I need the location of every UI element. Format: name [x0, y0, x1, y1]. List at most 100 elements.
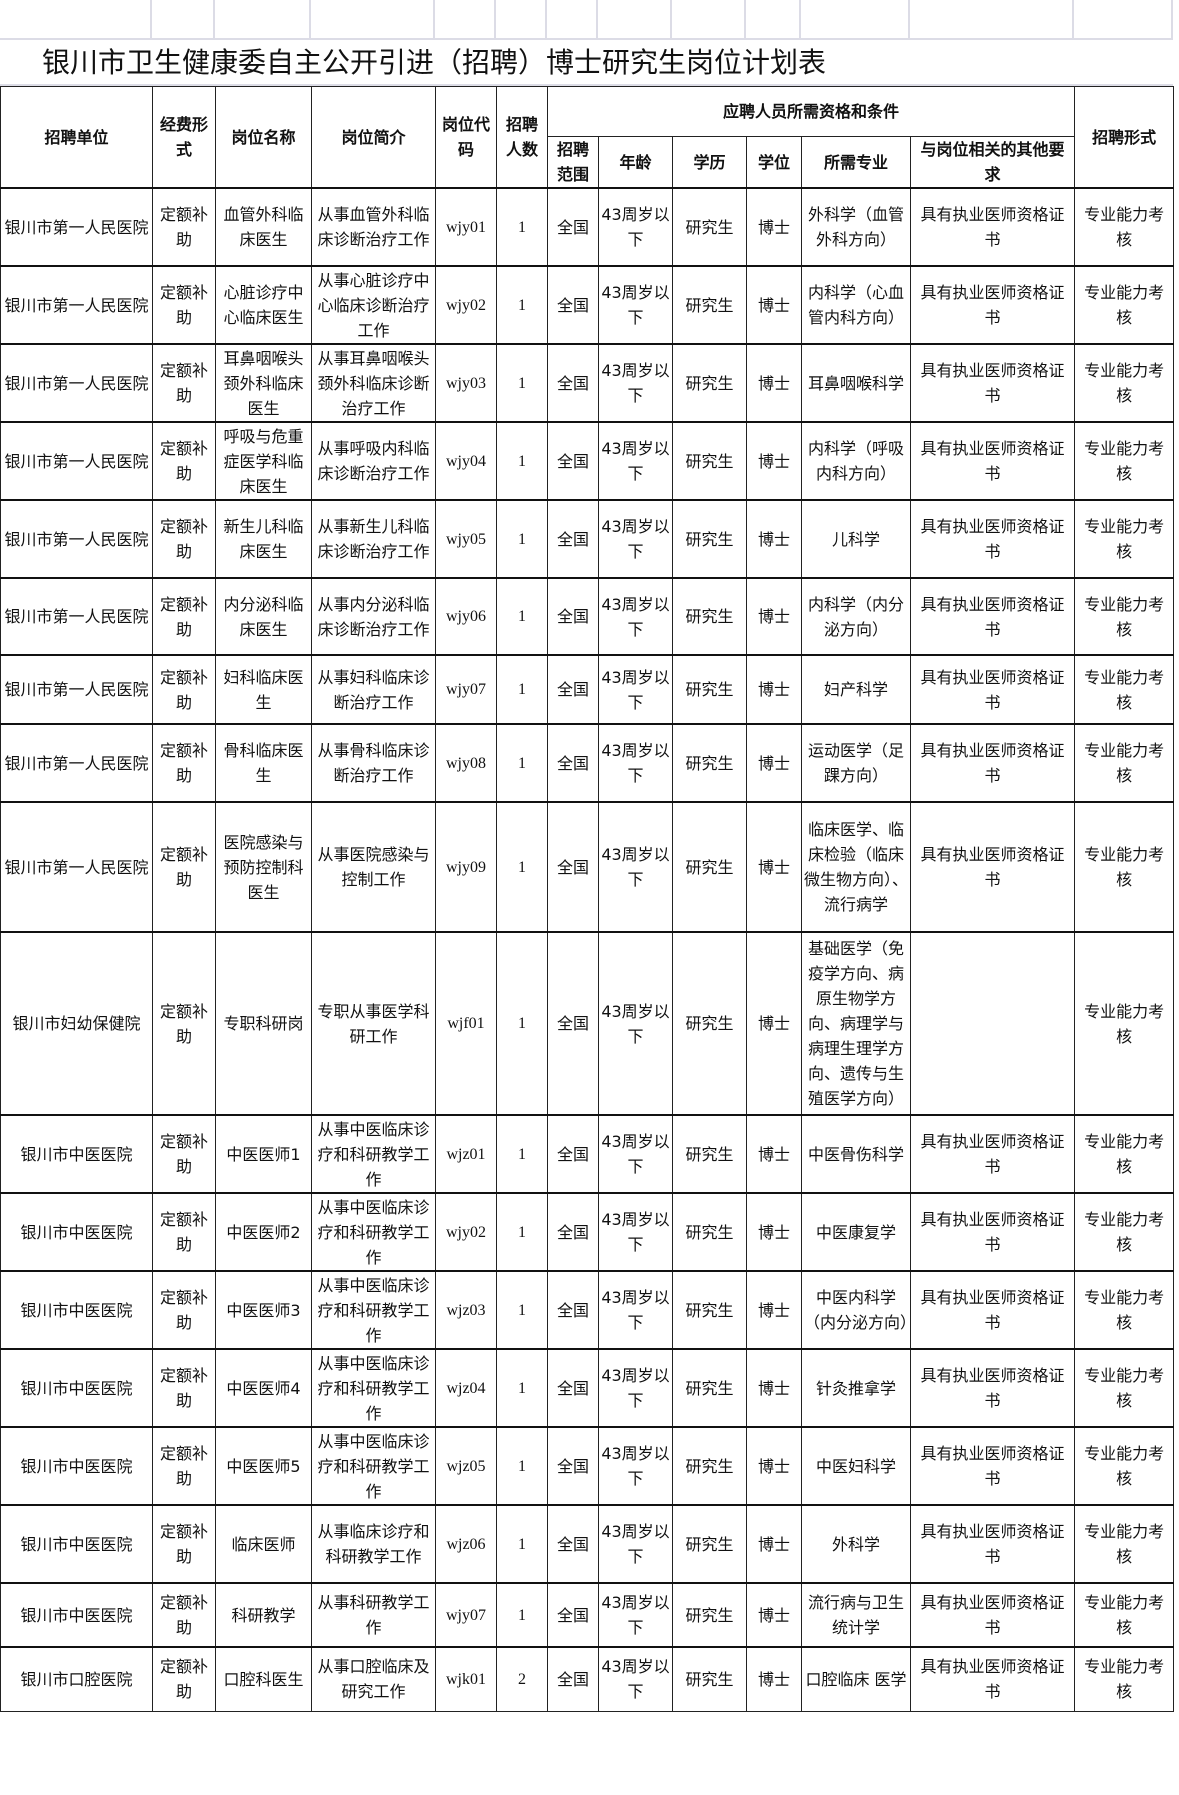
cell-post: 心脏诊疗中心临床医生 [215, 265, 312, 345]
cell-other: 具有执业医师资格证书 [909, 723, 1076, 803]
cell-age: 43周岁以下 [598, 654, 673, 725]
cell-other: 具有执业医师资格证书 [909, 577, 1076, 656]
cell-scope: 全国 [547, 187, 599, 267]
cell-funding: 定额补助 [152, 1192, 216, 1272]
cell-funding: 定额补助 [152, 499, 216, 579]
cell-major: 流行病与卫生统计学 [801, 1582, 911, 1648]
cell-age: 43周岁以下 [598, 1192, 673, 1272]
cell-unit: 银川市第一人民医院 [0, 577, 153, 656]
cell-code: wjy08 [435, 723, 497, 803]
cell-code: wjz05 [435, 1426, 497, 1506]
cell-intro: 从事医院感染与控制工作 [311, 801, 436, 933]
cell-scope: 全国 [547, 1348, 599, 1428]
table-row: 银川市第一人民医院 定额补助 医院感染与预防控制科医生 从事医院感染与控制工作 wjy0… [0, 801, 1175, 933]
cell-intro: 从事内分泌科临床诊断治疗工作 [311, 577, 436, 656]
table-row: 银川市第一人民医院 定额补助 内分泌科临床医生 从事内分泌科临床诊断治疗工作 wjy06… [0, 577, 1175, 656]
cell-major: 针灸推拿学 [801, 1348, 911, 1428]
cell-method: 专业能力考核 [1074, 1426, 1175, 1506]
cell-code: wjy07 [435, 1582, 497, 1648]
cell-major: 中医康复学 [801, 1192, 911, 1272]
cell-post: 内分泌科临床医生 [215, 577, 312, 656]
empty-cell [0, 0, 152, 38]
cell-code: wjy02 [435, 1192, 497, 1272]
cell-method: 专业能力考核 [1074, 1270, 1175, 1350]
cell-degree: 博士 [746, 1426, 802, 1506]
cell-degree: 博士 [746, 577, 802, 656]
cell-count: 1 [496, 1504, 548, 1584]
header-age: 年龄 [598, 136, 673, 189]
empty-cell [801, 0, 910, 38]
cell-major: 中医内科学（内分泌方向） [801, 1270, 911, 1350]
table-row: 银川市中医医院 定额补助 中医医师1 从事中医临床诊疗和科研教学工作 wjz01 1 全国 4… [0, 1114, 1175, 1194]
cell-funding: 定额补助 [152, 421, 216, 501]
cell-age: 43周岁以下 [598, 577, 673, 656]
cell-count: 1 [496, 421, 548, 501]
cell-scope: 全国 [547, 577, 599, 656]
cell-post: 耳鼻咽喉头颈外科临床医生 [215, 343, 312, 423]
cell-count: 1 [496, 187, 548, 267]
header-post: 岗位名称 [215, 86, 312, 189]
table-row: 银川市第一人民医院 定额补助 呼吸与危重症医学科临床医生 从事呼吸内科临床诊断治疗工作… [0, 421, 1175, 501]
cell-major: 基础医学（免疫学方向、病原生物学方向、病理学与病理生理学方向、遗传与生殖医学方向… [801, 931, 911, 1116]
cell-intro: 从事中医临床诊疗和科研教学工作 [311, 1348, 436, 1428]
cell-degree: 博士 [746, 723, 802, 803]
cell-edu: 研究生 [672, 187, 747, 267]
cell-age: 43周岁以下 [598, 499, 673, 579]
cell-scope: 全国 [547, 343, 599, 423]
cell-post: 新生儿科临床医生 [215, 499, 312, 579]
cell-degree: 博士 [746, 1504, 802, 1584]
cell-funding: 定额补助 [152, 723, 216, 803]
cell-count: 1 [496, 499, 548, 579]
cell-funding: 定额补助 [152, 1426, 216, 1506]
cell-intro: 从事妇科临床诊断治疗工作 [311, 654, 436, 725]
cell-other: 具有执业医师资格证书 [909, 187, 1076, 267]
cell-funding: 定额补助 [152, 801, 216, 933]
cell-other: 具有执业医师资格证书 [909, 1646, 1076, 1712]
table-row: 银川市中医医院 定额补助 中医医师4 从事中医临床诊疗和科研教学工作 wjz04 1 全国 4… [0, 1348, 1175, 1428]
table-row: 银川市中医医院 定额补助 科研教学 从事科研教学工作 wjy07 1 全国 43周岁以下 研究生… [0, 1582, 1175, 1648]
empty-cell [152, 0, 215, 38]
cell-edu: 研究生 [672, 265, 747, 345]
cell-funding: 定额补助 [152, 1348, 216, 1428]
cell-major: 临床医学、临床检验（临床微生物方向）、流行病学 [801, 801, 911, 933]
recruitment-table: 招聘单位 经费形式 岗位名称 岗位简介 岗位代码 招聘人数 应聘人员所需资格和条… [0, 86, 1175, 1712]
cell-edu: 研究生 [672, 1646, 747, 1712]
cell-method: 专业能力考核 [1074, 1504, 1175, 1584]
cell-intro: 从事耳鼻咽喉头颈外科临床诊断治疗工作 [311, 343, 436, 423]
cell-post: 医院感染与预防控制科医生 [215, 801, 312, 933]
cell-edu: 研究生 [672, 654, 747, 725]
cell-count: 1 [496, 1270, 548, 1350]
cell-method: 专业能力考核 [1074, 265, 1175, 345]
cell-funding: 定额补助 [152, 1582, 216, 1648]
cell-code: wjy01 [435, 187, 497, 267]
cell-degree: 博士 [746, 265, 802, 345]
cell-unit: 银川市第一人民医院 [0, 343, 153, 423]
cell-major: 妇产科学 [801, 654, 911, 725]
cell-scope: 全国 [547, 1426, 599, 1506]
cell-funding: 定额补助 [152, 343, 216, 423]
cell-scope: 全国 [547, 1192, 599, 1272]
cell-age: 43周岁以下 [598, 343, 673, 423]
cell-intro: 专职从事医学科研工作 [311, 931, 436, 1116]
cell-age: 43周岁以下 [598, 1270, 673, 1350]
page-title: 银川市卫生健康委自主公开引进（招聘）博士研究生岗位计划表 [0, 40, 1173, 86]
cell-intro: 从事临床诊疗和科研教学工作 [311, 1504, 436, 1584]
cell-method: 专业能力考核 [1074, 187, 1175, 267]
cell-method: 专业能力考核 [1074, 499, 1175, 579]
cell-degree: 博士 [746, 343, 802, 423]
cell-age: 43周岁以下 [598, 723, 673, 803]
cell-edu: 研究生 [672, 343, 747, 423]
cell-unit: 银川市中医医院 [0, 1582, 153, 1648]
cell-degree: 博士 [746, 1646, 802, 1712]
cell-funding: 定额补助 [152, 1504, 216, 1584]
header-count: 招聘人数 [496, 86, 548, 189]
cell-scope: 全国 [547, 499, 599, 579]
empty-cell [746, 0, 801, 38]
cell-degree: 博士 [746, 1348, 802, 1428]
cell-other: 具有执业医师资格证书 [909, 265, 1076, 345]
empty-cell [672, 0, 746, 38]
cell-code: wjy03 [435, 343, 497, 423]
header-code: 岗位代码 [435, 86, 497, 189]
cell-count: 1 [496, 654, 548, 725]
cell-major: 口腔临床 医学 [801, 1646, 911, 1712]
